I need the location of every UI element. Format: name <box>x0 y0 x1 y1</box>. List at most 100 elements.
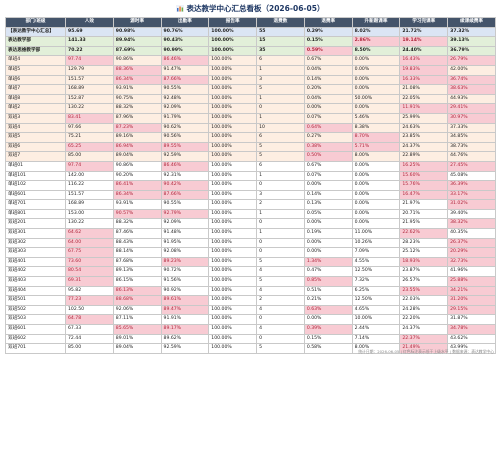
cell: 116.22 <box>65 180 114 191</box>
cell: 30.97% <box>447 112 496 124</box>
cell: 0.85% <box>303 276 353 287</box>
column-header: 部门/班级 <box>5 17 66 28</box>
row-label: 【表达教学中心汇总】 <box>5 26 66 38</box>
cell: 77.23 <box>65 295 114 306</box>
cell: 22.05% <box>399 93 449 105</box>
cell: 152.87 <box>65 93 114 105</box>
cell: 35 <box>256 45 305 57</box>
table-row: 单班7 168.89 93.91% 90.55% 100.00% 5 0.20% 0.00% 2… <box>5 84 496 95</box>
cell: 100.00% <box>208 64 258 76</box>
table-row: 双班7 85.00 89.04% 92.59% 100.00% 5 0.50% 8.00% 22… <box>5 151 496 162</box>
cell: 5.71% <box>351 141 401 153</box>
cell: 0.58% <box>303 343 353 354</box>
cell: 87.46% <box>112 228 162 239</box>
cell: 130.22 <box>65 218 114 230</box>
cell: 87.66% <box>160 74 210 86</box>
cell: 67.33 <box>65 324 114 335</box>
cell: 64.78 <box>65 314 114 325</box>
cell: 89.13% <box>112 266 162 278</box>
cell: 100.00% <box>208 122 258 134</box>
column-header: 退费数 <box>256 17 305 28</box>
cell: 65.25 <box>65 141 114 153</box>
cell: 100.00% <box>208 55 258 66</box>
table-row: 双班201 130.22 88.32% 92.09% 100.00% 0 0.00% 0.00… <box>5 218 496 230</box>
cell: 39.13% <box>447 36 496 47</box>
table-row: 双班3 83.41 87.96% 91.79% 100.00% 1 0.07% 5.46% 25… <box>5 112 496 124</box>
cell: 91.91% <box>160 314 210 325</box>
cell: 89.04% <box>112 151 162 162</box>
cell: 91.48% <box>160 228 210 239</box>
cell: 0.00% <box>351 55 401 66</box>
table-row: 单班5 129.79 88.36% 91.47% 100.00% 1 0.04% 0.00% 1… <box>5 64 496 76</box>
table-row: 表达思维教学部 70.22 87.69% 90.99% 100.00% 35 0.59% 8.… <box>5 45 496 57</box>
cell: 2.86% <box>351 36 401 47</box>
cell: 100.00% <box>208 199 258 210</box>
column-header: 学习完课率 <box>399 17 449 28</box>
cell: 168.89 <box>65 199 114 210</box>
cell: 89.62% <box>160 333 210 345</box>
cell: 85.00 <box>65 343 114 354</box>
table-row: 单班701 168.89 93.91% 90.55% 100.00% 2 0.13% 0.00… <box>5 199 496 210</box>
cell: 86.46% <box>160 55 210 66</box>
cell: 0.50% <box>303 151 353 162</box>
table-row: 双班502 102.50 92.06% 89.47% 100.00% 4 0.63% 4.65… <box>5 304 496 316</box>
cell: 34.78% <box>447 324 496 335</box>
row-label: 表达思维教学部 <box>5 45 66 57</box>
table-row: 【表达教学中心汇总】 95.69 90.98% 90.76% 100.00% 55 0.29… <box>5 26 496 38</box>
cell: 0.00% <box>303 218 353 230</box>
cell: 97.74 <box>65 55 114 66</box>
cell: 88.43% <box>112 237 162 249</box>
cell: 0.00% <box>303 180 353 191</box>
cell: 100.00% <box>208 228 258 239</box>
cell: 89.61% <box>160 295 210 306</box>
table-row: 双班302 64.00 88.43% 91.95% 100.00% 0 0.00% 10.26… <box>5 237 496 249</box>
row-label: 双班3 <box>5 112 66 124</box>
cell: 0.00% <box>351 64 401 76</box>
cell: 100.00% <box>208 141 258 153</box>
column-header: 源时率 <box>112 17 162 28</box>
cell: 142.00 <box>65 170 114 182</box>
table-row: 单班2 130.22 88.32% 92.09% 100.00% 0 0.00% 0.00% 1… <box>5 103 496 114</box>
cell: 100.00% <box>208 26 258 38</box>
cell: 23.55% <box>399 285 449 297</box>
cell: 100.00% <box>208 112 258 124</box>
cell: 90.55% <box>160 84 210 95</box>
cell: 90.42% <box>160 180 210 191</box>
cell: 0.00% <box>351 218 401 230</box>
row-label: 单班701 <box>5 199 66 210</box>
cell: 92.09% <box>160 103 210 114</box>
column-header: 报告率 <box>208 17 258 28</box>
row-label: 双班402 <box>5 266 66 278</box>
cell: 31.02% <box>447 199 496 210</box>
cell: 7.14% <box>351 333 401 345</box>
cell: 87.69% <box>112 45 162 57</box>
cell: 2 <box>256 295 305 306</box>
cell: 85.65% <box>112 324 162 335</box>
cell: 27.45% <box>447 160 496 172</box>
cell: 0.47% <box>303 266 353 278</box>
cell: 100.00% <box>208 285 258 297</box>
column-header: 续课续费率 <box>447 17 496 28</box>
table-row: 双班303 67.75 88.14% 92.08% 100.00% 0 0.00% 7.09%… <box>5 247 496 258</box>
cell: 100.00% <box>208 151 258 162</box>
cell: 26.37% <box>447 237 496 249</box>
cell: 85.00 <box>65 151 114 162</box>
cell: 89.47% <box>160 304 210 316</box>
cell: 38.32% <box>447 218 496 230</box>
cell: 3 <box>256 74 305 86</box>
cell: 91.56% <box>160 276 210 287</box>
cell: 21.97% <box>399 199 449 210</box>
cell: 100.00% <box>208 74 258 86</box>
row-label: 单班4 <box>5 55 66 66</box>
cell: 90.20% <box>112 170 162 182</box>
cell: 0.39% <box>303 324 353 335</box>
row-label: 单班7 <box>5 84 66 95</box>
cell: 0.64% <box>303 122 353 134</box>
cell: 33.17% <box>447 189 496 201</box>
row-label: 双班502 <box>5 304 66 316</box>
table-row: 双班601 67.33 85.65% 89.17% 100.00% 4 0.39% 2.44%… <box>5 324 496 335</box>
table-row: 双班401 73.60 87.68% 89.23% 100.00% 5 1.34% 4.55%… <box>5 256 496 268</box>
cell: 4 <box>256 304 305 316</box>
cell: 22.03% <box>399 295 449 306</box>
cell: 92.48% <box>160 93 210 105</box>
